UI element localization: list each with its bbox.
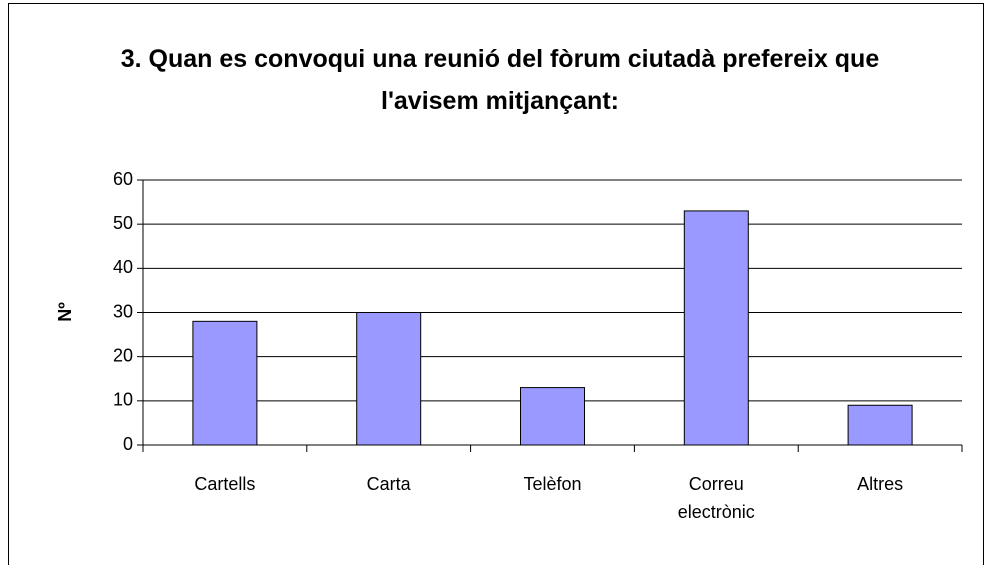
x-tick-label: Correu electrònic	[677, 474, 755, 522]
x-tick-label: Telèfon	[523, 474, 582, 494]
y-tick-label: 60	[113, 169, 133, 189]
y-tick-label: 50	[113, 213, 133, 233]
chart-title: 3. Quan es convoqui una reunió del fòrum…	[120, 45, 880, 115]
bar	[192, 320, 258, 446]
chart-frame	[8, 3, 984, 565]
bar	[520, 387, 585, 446]
y-tick-label: 30	[113, 301, 133, 321]
y-axis-label: Nº	[55, 302, 75, 322]
y-tick-label: 20	[113, 345, 133, 365]
x-tick-label: Altres	[857, 474, 904, 494]
bar	[356, 312, 422, 446]
x-tick-label: Carta	[366, 474, 411, 494]
bar	[683, 210, 749, 446]
y-tick-label: 40	[113, 257, 133, 277]
y-tick-label: 10	[113, 390, 133, 410]
bar	[847, 404, 913, 446]
y-tick-label: 0	[123, 434, 133, 454]
x-tick-label: Cartells	[194, 474, 256, 494]
